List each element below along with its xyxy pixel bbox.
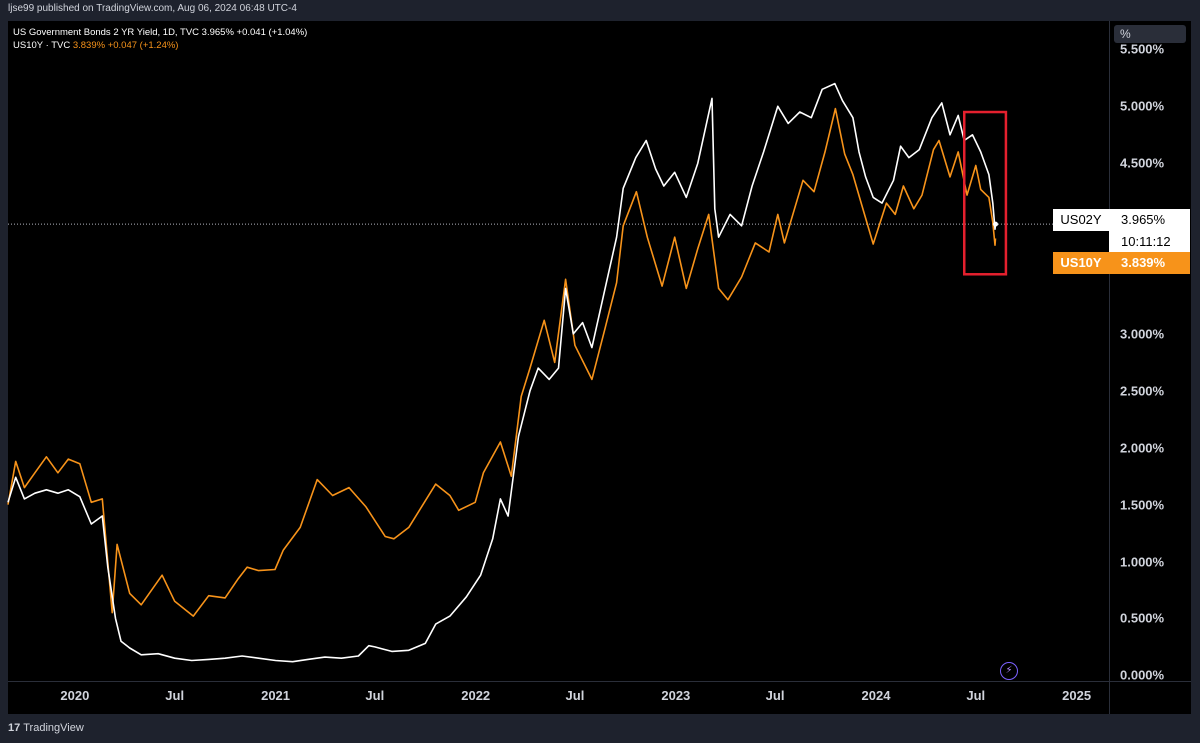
legend-us10y-name: US10Y · TVC [13, 40, 73, 51]
y-tick-label: 5.500% [1120, 41, 1165, 57]
price-axis[interactable] [1109, 21, 1191, 681]
x-tick-label: Jul [565, 688, 585, 703]
series-line-us02y[interactable] [7, 82, 997, 663]
y-tick-label: 2.500% [1120, 383, 1165, 399]
legend-us10y: US10Y · TVC 3.839% +0.047 (+1.24%) [13, 40, 178, 51]
x-tick-label: Jul [165, 688, 185, 703]
tradingview-logo[interactable]: 17 TradingView [8, 722, 84, 734]
us10y-symbol-tag: US10Y [1053, 252, 1109, 274]
x-tick-label: 2021 [261, 688, 291, 703]
y-tick-label: 3.000% [1120, 326, 1165, 342]
tradingview-mark-icon: 17 [8, 722, 21, 734]
us02y-symbol-tag: US02Y [1053, 209, 1109, 231]
y-tick-label: 1.000% [1120, 554, 1165, 570]
x-tick-label: 2023 [661, 688, 691, 703]
legend-us02y: US Government Bonds 2 YR Yield, 1D, TVC … [13, 27, 308, 38]
series-line-us10y[interactable] [7, 107, 997, 617]
x-tick-label: 2025 [1062, 688, 1092, 703]
axis-corner [1109, 681, 1191, 714]
y-tick-label: 5.000% [1120, 98, 1165, 114]
x-tick-label: 2024 [861, 688, 891, 703]
unit-selector[interactable]: % [1114, 25, 1186, 43]
last-value-dot [993, 221, 999, 227]
y-tick-label: 1.500% [1120, 497, 1165, 513]
us02y-countdown: 10:11:12 [1121, 234, 1171, 249]
y-tick-label: 0.000% [1120, 667, 1165, 683]
tradingview-brand: TradingView [23, 722, 84, 734]
x-tick-label: 2022 [461, 688, 491, 703]
x-tick-label: Jul [365, 688, 385, 703]
lightning-icon[interactable]: ⚡ [1000, 662, 1018, 680]
x-tick-label: Jul [765, 688, 785, 703]
x-tick-label: Jul [966, 688, 986, 703]
legend-us10y-values: 3.839% +0.047 (+1.24%) [72, 40, 179, 51]
y-tick-label: 4.500% [1120, 155, 1165, 171]
y-tick-label: 0.500% [1120, 610, 1165, 626]
us10y-price-tag: 3.839% [1109, 252, 1190, 274]
chart-area[interactable] [8, 21, 1109, 681]
time-axis[interactable] [8, 681, 1109, 714]
us02y-price-tag: 3.965% 10:11:12 [1109, 209, 1190, 253]
x-tick-label: 2020 [60, 688, 90, 703]
publish-line: ljse99 published on TradingView.com, Aug… [8, 3, 297, 14]
highlight-box[interactable] [962, 110, 1008, 276]
us02y-price-value: 3.965% [1121, 212, 1166, 227]
y-tick-label: 2.000% [1120, 440, 1165, 456]
